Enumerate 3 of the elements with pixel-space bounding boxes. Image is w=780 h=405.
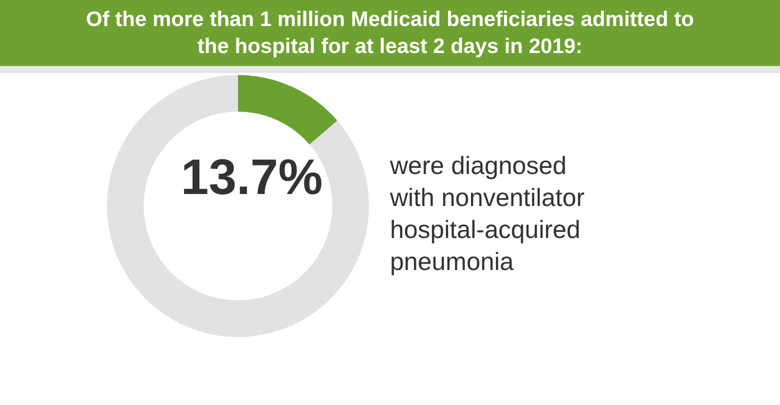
text: were diagnosed with nonventilator hospital-acquired pneumonia <box>390 151 586 278</box>
data-label: 13.7% <box>180 148 323 205</box>
chart-title: Of the more than 1 million Medicaid beneficiaries admitted to the hospital for at least 2 days in 2019: <box>85 7 695 60</box>
